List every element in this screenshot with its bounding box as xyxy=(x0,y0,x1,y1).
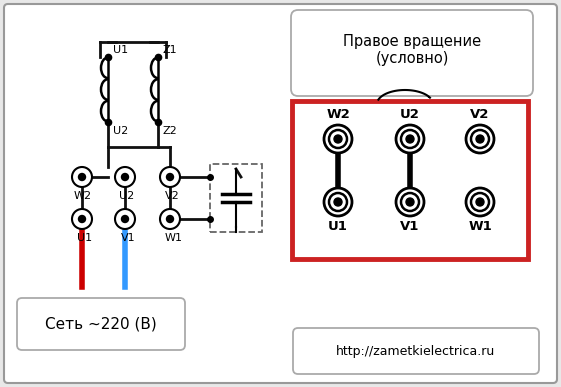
Text: Z2: Z2 xyxy=(163,126,178,136)
Circle shape xyxy=(72,209,92,229)
Text: V1: V1 xyxy=(401,219,420,233)
Text: V2: V2 xyxy=(165,191,180,201)
Circle shape xyxy=(466,125,494,153)
Circle shape xyxy=(167,216,173,223)
Text: U2: U2 xyxy=(119,191,134,201)
Circle shape xyxy=(406,135,414,143)
Circle shape xyxy=(334,198,342,206)
Circle shape xyxy=(396,188,424,216)
Circle shape xyxy=(122,216,128,223)
Circle shape xyxy=(334,135,342,143)
FancyBboxPatch shape xyxy=(17,298,185,350)
FancyBboxPatch shape xyxy=(291,10,533,96)
Text: V1: V1 xyxy=(121,233,136,243)
Circle shape xyxy=(324,125,352,153)
Circle shape xyxy=(122,173,128,180)
Circle shape xyxy=(160,209,180,229)
Text: W1: W1 xyxy=(165,233,183,243)
Text: U1: U1 xyxy=(113,45,128,55)
FancyBboxPatch shape xyxy=(293,328,539,374)
Circle shape xyxy=(167,173,173,180)
Text: U1: U1 xyxy=(77,233,92,243)
Text: http://zametkielectrica.ru: http://zametkielectrica.ru xyxy=(337,344,495,358)
Circle shape xyxy=(466,188,494,216)
Text: U2: U2 xyxy=(400,108,420,122)
Circle shape xyxy=(406,198,414,206)
Circle shape xyxy=(79,173,85,180)
Circle shape xyxy=(476,135,484,143)
Circle shape xyxy=(115,167,135,187)
Circle shape xyxy=(79,216,85,223)
Text: W2: W2 xyxy=(74,191,92,201)
Text: Z1: Z1 xyxy=(163,45,178,55)
Text: V2: V2 xyxy=(470,108,490,122)
Bar xyxy=(292,101,528,259)
Text: Сеть ~220 (В): Сеть ~220 (В) xyxy=(45,317,157,332)
Bar xyxy=(210,164,262,232)
Text: W2: W2 xyxy=(326,108,350,122)
Text: Правое вращение
(условно): Правое вращение (условно) xyxy=(343,34,481,66)
Circle shape xyxy=(160,167,180,187)
Text: U2: U2 xyxy=(113,126,128,136)
Circle shape xyxy=(72,167,92,187)
Text: U1: U1 xyxy=(328,219,348,233)
Circle shape xyxy=(476,198,484,206)
FancyBboxPatch shape xyxy=(4,4,557,383)
Text: W1: W1 xyxy=(468,219,492,233)
Circle shape xyxy=(324,188,352,216)
Circle shape xyxy=(115,209,135,229)
Circle shape xyxy=(396,125,424,153)
